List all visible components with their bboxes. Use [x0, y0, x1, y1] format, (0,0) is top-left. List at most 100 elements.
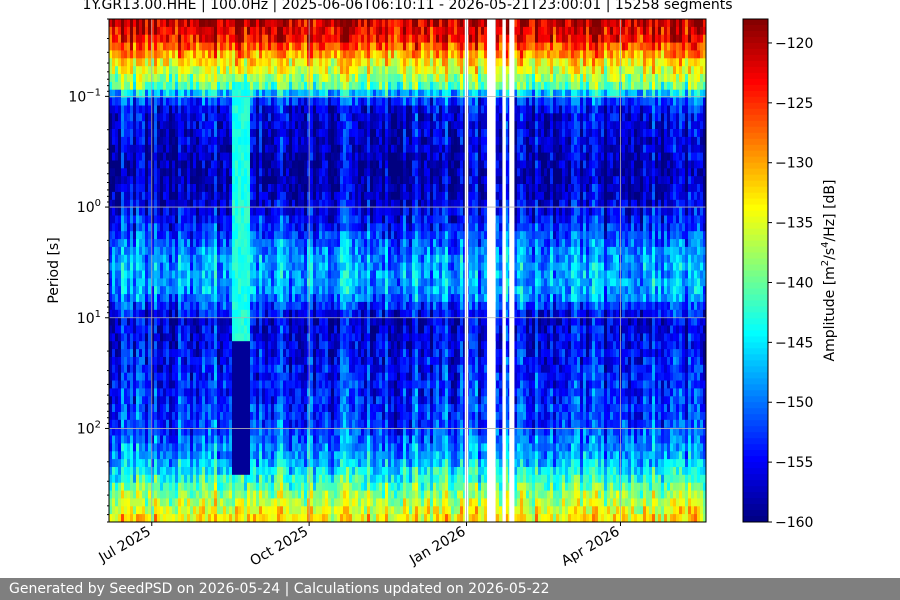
spectrogram-cell	[325, 184, 329, 193]
spectrogram-cell	[136, 176, 140, 185]
spectrogram-cell	[211, 246, 215, 256]
spectrogram-cell	[148, 74, 152, 83]
spectrogram-cell	[166, 231, 170, 240]
spectrogram-cell	[283, 254, 287, 264]
spectrogram-cell	[304, 443, 308, 452]
spectrogram-cell	[328, 19, 332, 28]
spectrogram-cell	[304, 129, 308, 138]
spectrogram-cell	[196, 388, 200, 397]
spectrogram-cell	[139, 74, 143, 83]
spectrogram-cell	[112, 404, 116, 413]
spectrogram-cell	[238, 435, 242, 444]
spectrogram-cell	[253, 317, 257, 326]
spectrogram-cell	[241, 105, 245, 114]
spectrogram-cell	[337, 89, 341, 98]
spectrogram-cell	[250, 427, 254, 436]
spectrogram-cell	[328, 152, 332, 161]
spectrogram-cell	[130, 34, 134, 43]
spectrogram-cell	[193, 506, 197, 515]
spectrogram-cell	[334, 349, 338, 358]
spectrogram-cell	[184, 357, 188, 366]
spectrogram-cell	[193, 231, 197, 240]
spectrogram-cell	[142, 262, 146, 271]
spectrogram-cell	[256, 184, 260, 193]
spectrogram-cell	[268, 176, 272, 185]
spectrogram-cell	[130, 317, 134, 326]
spectrogram-cell	[115, 294, 119, 303]
spectrogram-cell	[334, 207, 338, 216]
spectrogram-cell	[163, 286, 167, 295]
spectrogram-cell	[253, 357, 257, 366]
spectrogram-cell	[268, 50, 272, 59]
spectrogram-cell	[214, 372, 218, 381]
spectrogram-cell	[157, 364, 161, 374]
spectrogram-cell	[301, 482, 305, 491]
spectrogram-cell	[340, 223, 344, 232]
spectrogram-cell	[187, 325, 191, 334]
spectrogram-cell	[271, 207, 275, 216]
spectrogram-cell	[283, 239, 287, 248]
spectrogram-cell	[238, 144, 242, 154]
spectrogram-cell	[298, 451, 302, 460]
spectrogram-cell	[328, 482, 332, 491]
spectrogram-cell	[295, 451, 299, 460]
spectrogram-cell	[319, 97, 323, 106]
spectrogram-cell	[115, 278, 119, 287]
spectrogram-cell	[241, 191, 245, 201]
spectrogram-cell	[112, 419, 116, 429]
spectrogram-cell	[337, 207, 341, 216]
spectrogram-cell	[334, 136, 338, 146]
spectrogram-cell	[196, 278, 200, 287]
spectrogram-cell	[238, 19, 242, 28]
spectrogram-cell	[136, 427, 140, 436]
spectrogram-cell	[148, 184, 152, 193]
spectrogram-cell	[142, 459, 146, 468]
spectrogram-cell	[223, 459, 227, 468]
spectrogram-cell	[241, 26, 245, 36]
spectrogram-cell	[145, 435, 149, 444]
spectrogram-cell	[214, 42, 218, 51]
spectrogram-cell	[334, 66, 338, 75]
spectrogram-cell	[256, 435, 260, 444]
spectrogram-cell	[325, 498, 329, 507]
spectrogram-cell	[220, 341, 224, 350]
spectrogram-cell	[139, 278, 143, 287]
spectrogram-cell	[289, 184, 293, 193]
spectrogram-cell	[313, 380, 317, 389]
spectrogram-cell	[307, 74, 311, 83]
spectrogram-cell	[202, 215, 206, 224]
spectrogram-cell	[325, 294, 329, 303]
spectrogram-cell	[289, 160, 293, 169]
spectrogram-cell	[124, 121, 128, 130]
spectrogram-cell	[166, 160, 170, 169]
spectrogram-cell	[304, 26, 308, 36]
spectrogram-cell	[127, 443, 131, 452]
spectrogram-cell	[295, 278, 299, 287]
spectrogram-cell	[139, 231, 143, 240]
spectrogram-cell	[151, 333, 155, 342]
spectrogram-cell	[115, 129, 119, 138]
spectrogram-cell	[229, 121, 233, 130]
spectrogram-cell	[157, 97, 161, 106]
spectrogram-cell	[205, 66, 209, 75]
spectrogram-cell	[295, 270, 299, 279]
spectrogram-cell	[133, 309, 137, 319]
spectrogram-cell	[169, 50, 173, 59]
spectrogram-cell	[223, 105, 227, 114]
spectrogram-cell	[307, 97, 311, 106]
spectrogram-cell	[286, 419, 290, 429]
spectrogram-cell	[208, 152, 212, 161]
spectrogram-cell	[223, 246, 227, 256]
spectrogram-cell	[160, 341, 164, 350]
spectrogram-cell	[286, 317, 290, 326]
spectrogram-cell	[196, 435, 200, 444]
spectrogram-cell	[319, 514, 323, 523]
spectrogram-cell	[136, 396, 140, 405]
spectrogram-cell	[154, 372, 158, 381]
spectrogram-cell	[256, 231, 260, 240]
spectrogram-cell	[340, 262, 344, 271]
spectrogram-cell	[220, 349, 224, 358]
spectrogram-cell	[280, 294, 284, 303]
spectrogram-cell	[253, 129, 257, 138]
spectrogram-cell	[139, 246, 143, 256]
